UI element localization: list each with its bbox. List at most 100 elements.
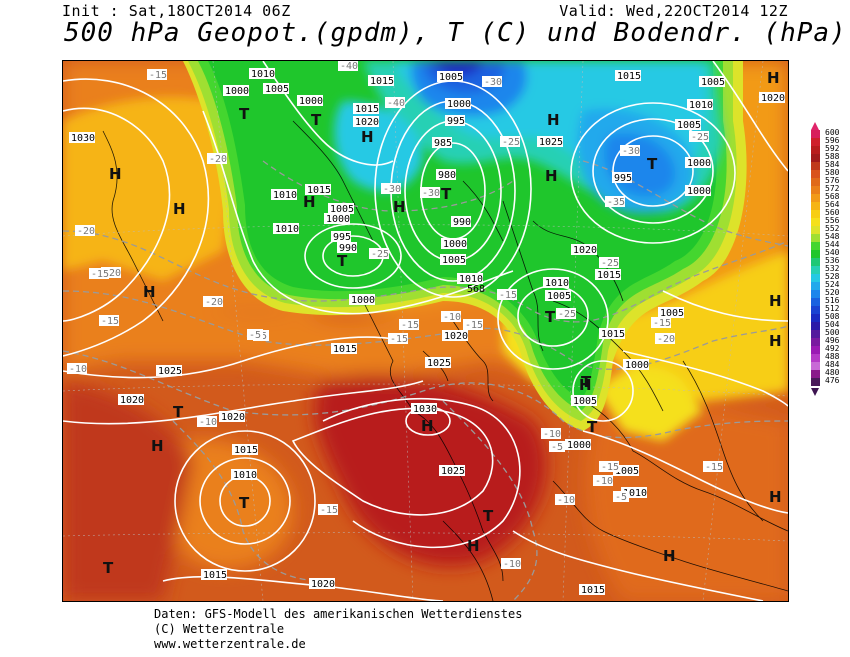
isobar-label: 1025 — [425, 357, 451, 369]
isotherm-label: -10 — [501, 558, 521, 570]
svg-text:1000: 1000 — [567, 440, 591, 451]
legend-value: 580 — [825, 168, 840, 177]
legend-item: 524 — [811, 280, 841, 290]
pressure-system-symbol: T — [173, 403, 184, 421]
legend-item: 512 — [811, 304, 841, 314]
legend-value: 560 — [825, 208, 840, 217]
isobar-label: 1025 — [439, 465, 465, 477]
isobar-label: 1010 — [457, 273, 483, 285]
svg-text:1015: 1015 — [234, 445, 258, 456]
pressure-system-symbol: T — [441, 185, 452, 203]
legend-swatch — [811, 170, 820, 178]
legend-item: 564 — [811, 200, 841, 210]
legend-value: 576 — [825, 176, 840, 185]
svg-text:1020: 1020 — [444, 331, 468, 342]
legend-item: 488 — [811, 352, 841, 362]
pressure-system-symbol: T — [239, 105, 250, 123]
isotherm-label: -10 — [541, 428, 561, 440]
isotherm-label: -35 — [605, 196, 625, 208]
legend-value: 552 — [825, 224, 840, 233]
svg-text:1000: 1000 — [447, 99, 471, 110]
legend-swatch — [811, 338, 820, 346]
svg-text:-10: -10 — [595, 476, 613, 487]
legend-value: 532 — [825, 264, 840, 273]
svg-text:-20: -20 — [657, 334, 675, 345]
isobar-label: 1010 — [271, 189, 297, 201]
isobar-label: 1015 — [579, 584, 605, 596]
pressure-system-symbol: T — [239, 494, 250, 512]
svg-text:-15: -15 — [320, 505, 338, 516]
svg-text:-30: -30 — [484, 77, 502, 88]
svg-text:995: 995 — [447, 116, 465, 127]
svg-text:1010: 1010 — [689, 100, 713, 111]
legend-item: 496 — [811, 336, 841, 346]
isotherm-label: -15 — [318, 504, 338, 516]
isotherm-label: -40 — [385, 97, 405, 109]
isotherm-label: -15 — [399, 319, 419, 331]
legend-item: 588 — [811, 152, 841, 162]
svg-text:1015: 1015 — [355, 104, 379, 115]
pressure-system-symbol: H — [109, 165, 122, 183]
isotherm-label: -10 — [197, 416, 217, 428]
legend-value: 476 — [825, 376, 840, 385]
legend-value: 548 — [825, 232, 840, 241]
isobar-label: 1010 — [231, 469, 257, 481]
footer: Daten: GFS-Modell des amerikanischen Wet… — [154, 607, 522, 652]
svg-text:-5: -5 — [249, 330, 261, 341]
legend-swatch — [811, 274, 820, 282]
svg-text:1025: 1025 — [441, 466, 465, 477]
legend-swatch — [811, 234, 820, 242]
pressure-system-symbol: T — [647, 155, 658, 173]
svg-text:1015: 1015 — [333, 344, 357, 355]
legend-item: 556 — [811, 216, 841, 226]
svg-text:1010: 1010 — [275, 224, 299, 235]
legend-swatch — [811, 346, 820, 354]
legend-item: 504 — [811, 320, 841, 330]
svg-text:1020: 1020 — [311, 579, 335, 590]
isobar-label: 1010 — [543, 277, 569, 289]
pressure-system-symbol: T — [103, 559, 114, 577]
svg-text:1005: 1005 — [677, 120, 701, 131]
isotherm-label: -15 — [497, 289, 517, 301]
svg-text:-10: -10 — [557, 495, 575, 506]
isobar-label: 1020 — [759, 92, 785, 104]
svg-text:1015: 1015 — [581, 585, 605, 596]
legend-swatch — [811, 162, 820, 170]
legend-value: 584 — [825, 160, 840, 169]
legend-swatch — [811, 138, 820, 146]
legend-swatch — [811, 370, 820, 378]
svg-text:-10: -10 — [543, 429, 561, 440]
isotherm-label: -15 — [703, 461, 723, 473]
isobar-label: 1000 — [297, 95, 323, 107]
isobar-label: 995 — [331, 231, 351, 243]
legend-value: 536 — [825, 256, 840, 265]
legend-top-arrow-icon — [811, 122, 819, 130]
isotherm-label: -25 — [556, 308, 576, 320]
svg-text:1000: 1000 — [443, 239, 467, 250]
svg-text:1010: 1010 — [273, 190, 297, 201]
isobar-labels: 1010 1000 1005 1000 1015 1015 1020 1005 … — [69, 68, 785, 596]
isobar-label: 1005 — [675, 119, 701, 131]
legend-swatch — [811, 250, 820, 258]
isobar-label: 1030 — [69, 132, 95, 144]
height-label: 568 — [467, 284, 485, 295]
legend-item: 484 — [811, 360, 841, 370]
legend-swatch — [811, 306, 820, 314]
svg-text:1000: 1000 — [625, 360, 649, 371]
legend-item: 516 — [811, 296, 841, 306]
pressure-system-symbol: H — [579, 376, 592, 394]
pressure-system-symbol: H — [663, 547, 676, 565]
legend-value: 556 — [825, 216, 840, 225]
svg-text:-5: -5 — [615, 492, 627, 503]
isotherm-label: -5 — [247, 329, 263, 341]
legend-value: 572 — [825, 184, 840, 193]
svg-text:1025: 1025 — [427, 358, 451, 369]
svg-text:1010: 1010 — [459, 274, 483, 285]
svg-text:1015: 1015 — [370, 76, 394, 87]
svg-text:1030: 1030 — [71, 133, 95, 144]
legend-item: 540 — [811, 248, 841, 258]
svg-text:1010: 1010 — [233, 470, 257, 481]
isobar-label: 1015 — [353, 103, 379, 115]
svg-text:-15: -15 — [705, 462, 723, 473]
svg-text:980: 980 — [438, 170, 456, 181]
